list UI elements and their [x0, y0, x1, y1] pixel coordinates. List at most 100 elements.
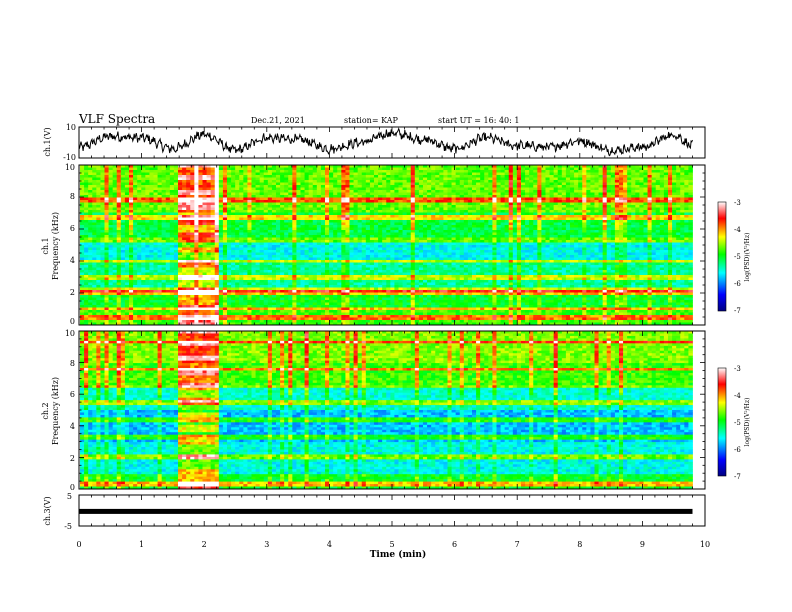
heatmap-cell	[329, 220, 334, 223]
heatmap-cell	[145, 185, 150, 188]
heatmap-cell	[471, 205, 477, 208]
heatmap-cell	[247, 177, 252, 181]
heatmap-cell	[263, 225, 269, 228]
heatmap-cell	[120, 227, 126, 231]
heatmap-cell	[169, 222, 175, 226]
heatmap-cell	[169, 237, 175, 241]
heatmap-cell	[263, 227, 269, 231]
heatmap-cell	[165, 185, 171, 188]
heatmap-cell	[467, 237, 473, 241]
heatmap-cell	[680, 230, 685, 233]
heatmap-cell	[651, 185, 657, 188]
heatmap-cell	[663, 202, 669, 206]
heatmap-cell	[373, 177, 379, 181]
heatmap-cell	[557, 225, 563, 228]
heatmap-cell	[259, 222, 265, 226]
heatmap-cell	[235, 230, 240, 233]
heatmap-cell	[104, 190, 109, 193]
heatmap-cell	[243, 240, 248, 243]
heatmap-cell	[271, 207, 277, 211]
heatmap-cell	[349, 200, 354, 203]
heatmap-cell	[471, 232, 477, 236]
heatmap-cell	[349, 207, 354, 211]
heatmap-cell	[141, 177, 146, 181]
heatmap-cell	[345, 227, 350, 231]
heatmap-cell	[569, 167, 575, 171]
heatmap-cell	[676, 225, 681, 228]
heatmap-cell	[92, 225, 97, 228]
heatmap-cell	[684, 200, 689, 203]
heatmap-cell	[218, 182, 224, 186]
heatmap-cell	[651, 227, 657, 231]
heatmap-cell	[533, 207, 538, 211]
heatmap-cell	[349, 237, 354, 241]
heatmap-cell	[398, 180, 403, 183]
heatmap-cell	[365, 200, 371, 203]
heatmap-cell	[124, 172, 130, 176]
heatmap-cell	[598, 190, 604, 193]
heatmap-cell	[80, 225, 85, 228]
heatmap-cell	[422, 237, 428, 241]
heatmap-cell	[365, 220, 371, 223]
heatmap-cell	[337, 202, 342, 206]
heatmap-cell	[333, 225, 338, 228]
heatmap-cell	[651, 167, 657, 171]
heatmap-cell	[398, 172, 403, 176]
heatmap-cell	[631, 240, 636, 243]
heatmap-cell	[112, 242, 118, 246]
heatmap-cell	[480, 172, 485, 176]
heatmap-cell	[324, 235, 330, 238]
heatmap-cell	[663, 227, 669, 231]
heatmap-cell	[471, 200, 477, 203]
heatmap-cell	[418, 212, 424, 216]
heatmap-cell	[308, 180, 314, 183]
heatmap-cell	[606, 220, 612, 223]
heatmap-cell	[565, 220, 571, 223]
heatmap-cell	[365, 245, 371, 248]
heatmap-cell	[182, 185, 187, 188]
heatmap-cell	[606, 197, 612, 201]
heatmap-cell	[116, 240, 122, 243]
heatmap-cell	[316, 240, 322, 243]
heatmap-cell	[206, 217, 212, 221]
heatmap-cell	[480, 207, 485, 211]
heatmap-cell	[149, 177, 154, 181]
heatmap-cell	[210, 197, 216, 201]
heatmap-cell	[186, 165, 191, 168]
heatmap-cell	[104, 215, 109, 218]
heatmap-cell	[569, 240, 575, 243]
heatmap-cell	[182, 165, 187, 168]
heatmap-cell	[492, 220, 497, 223]
heatmap-cell	[447, 220, 452, 223]
heatmap-cell	[390, 232, 395, 236]
heatmap-cell	[329, 172, 334, 176]
heatmap-cell	[255, 180, 261, 183]
heatmap-cell	[247, 207, 252, 211]
heatmap-cell	[394, 192, 399, 196]
heatmap-cell	[520, 240, 526, 243]
heatmap-cell	[623, 185, 628, 188]
heatmap-cell	[504, 237, 510, 241]
heatmap-cell	[129, 215, 134, 218]
heatmap-cell	[92, 165, 97, 168]
heatmap-cell	[251, 180, 256, 183]
heatmap-cell	[165, 240, 171, 243]
heatmap-cell	[308, 190, 314, 193]
heatmap-cell	[533, 222, 538, 226]
heatmap-cell	[369, 182, 375, 186]
heatmap-cell	[231, 185, 236, 188]
heatmap-cell	[88, 222, 93, 226]
heatmap-cell	[247, 230, 252, 233]
heatmap-cell	[394, 185, 399, 188]
heatmap-cell	[606, 207, 612, 211]
heatmap-cell	[84, 225, 89, 228]
heatmap-cell	[451, 177, 457, 181]
heatmap-cell	[631, 170, 636, 173]
heatmap-cell	[349, 182, 354, 186]
heatmap-cell	[88, 230, 93, 233]
heatmap-cell	[667, 232, 673, 236]
heatmap-cell	[427, 215, 432, 218]
heatmap-cell	[643, 170, 648, 173]
heatmap-cell	[631, 192, 636, 196]
heatmap-cell	[96, 205, 101, 208]
